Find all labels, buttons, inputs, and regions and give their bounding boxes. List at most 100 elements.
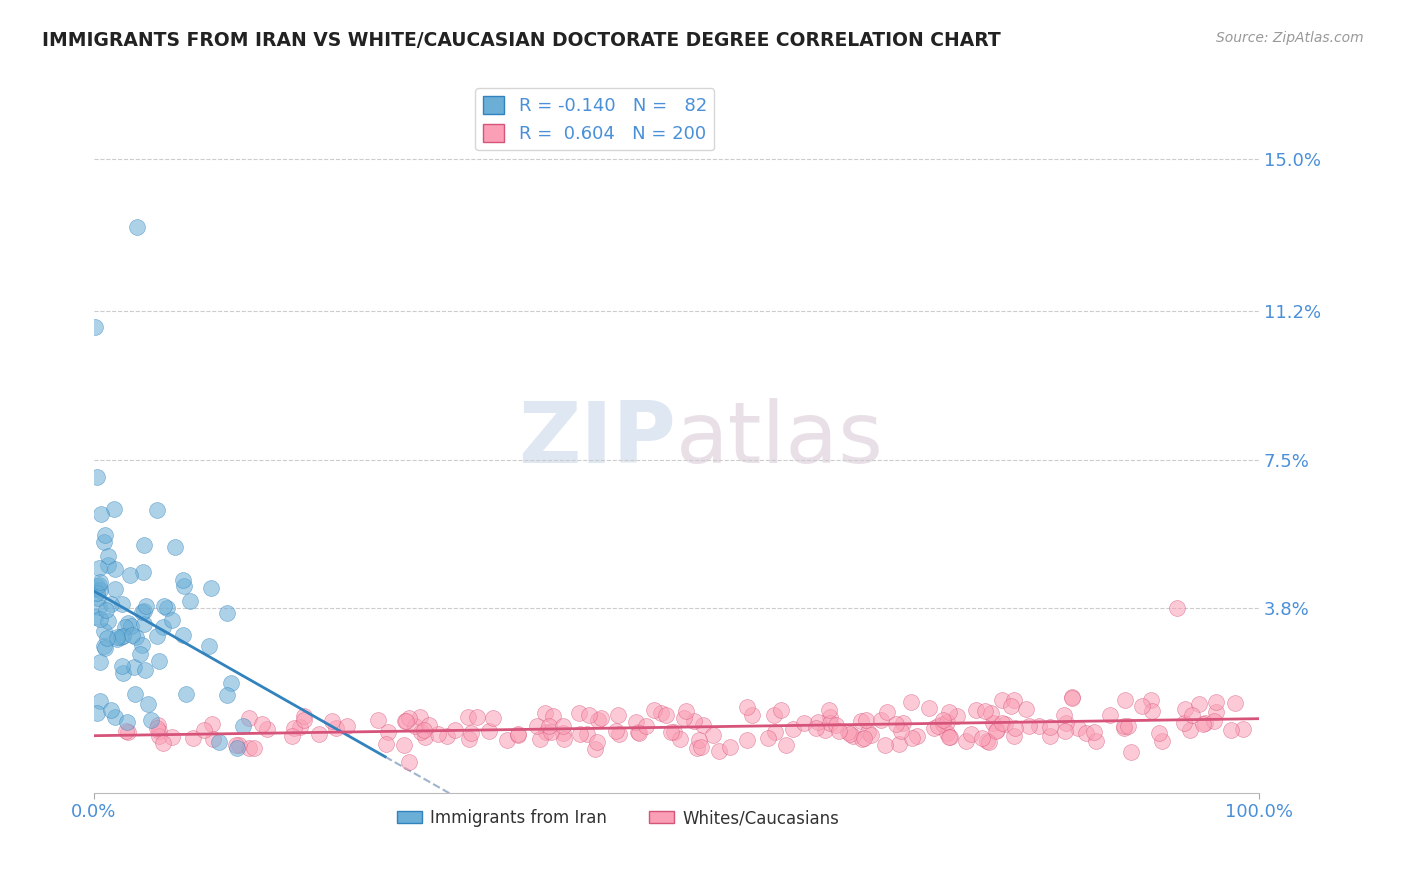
Point [200, 582, 222, 596]
Point [1018, 719, 1040, 733]
Point [148, 654, 170, 668]
Point [418, 718, 440, 732]
Point [936, 715, 959, 730]
Point [709, 744, 731, 758]
Point [782, 722, 804, 736]
Point [84, 610, 107, 624]
Point [94, 528, 117, 542]
Point [735, 733, 758, 747]
Point [1147, 725, 1170, 739]
Point [215, 688, 238, 702]
Point [1002, 729, 1025, 743]
Point [146, 717, 169, 731]
Point [1004, 721, 1026, 735]
Point [659, 725, 682, 739]
Point [628, 726, 651, 740]
Point [965, 703, 987, 717]
Point [991, 693, 1014, 707]
Point [945, 708, 967, 723]
Point [97, 549, 120, 563]
Point [181, 731, 204, 746]
Point [1039, 729, 1062, 743]
Point [553, 719, 575, 733]
Point [495, 733, 517, 747]
Point [160, 613, 183, 627]
Point [1205, 705, 1227, 719]
Point [148, 723, 170, 738]
Point [117, 616, 139, 631]
Point [650, 706, 672, 720]
Point [828, 723, 851, 738]
Point [974, 704, 997, 718]
Point [179, 593, 201, 607]
Point [225, 739, 247, 753]
Point [156, 601, 179, 615]
Point [605, 723, 627, 738]
Point [1188, 697, 1211, 711]
Point [132, 616, 155, 631]
Point [243, 741, 266, 756]
Text: Source: ZipAtlas.com: Source: ZipAtlas.com [1216, 31, 1364, 45]
Point [132, 604, 155, 618]
Point [100, 703, 122, 717]
Point [413, 723, 436, 737]
Point [849, 714, 872, 728]
Point [1085, 734, 1108, 748]
Point [146, 721, 169, 735]
Point [807, 715, 830, 730]
Point [174, 687, 197, 701]
Point [960, 727, 983, 741]
Point [136, 698, 159, 712]
Point [541, 709, 564, 723]
Point [111, 629, 134, 643]
Point [922, 721, 945, 735]
Point [146, 629, 169, 643]
Point [86, 706, 108, 720]
Point [662, 725, 685, 739]
Point [569, 727, 592, 741]
Point [198, 639, 221, 653]
Point [131, 566, 153, 580]
Point [1114, 722, 1136, 736]
Point [735, 699, 758, 714]
Point [394, 714, 416, 729]
Point [367, 714, 389, 728]
Point [980, 706, 1002, 720]
Point [1192, 717, 1215, 731]
Point [534, 706, 557, 720]
Point [655, 708, 678, 723]
Point [1202, 714, 1225, 728]
Point [86, 470, 108, 484]
Point [97, 614, 120, 628]
Point [86, 579, 108, 593]
Point [1060, 690, 1083, 705]
Point [873, 738, 896, 752]
Point [103, 502, 125, 516]
Point [669, 732, 692, 747]
Point [932, 717, 955, 731]
Point [308, 727, 330, 741]
Point [718, 740, 741, 755]
Point [336, 719, 359, 733]
Point [692, 718, 714, 732]
Point [89, 656, 111, 670]
Point [814, 723, 837, 737]
Point [152, 736, 174, 750]
Point [938, 731, 960, 745]
Point [984, 723, 1007, 738]
Point [193, 723, 215, 737]
Point [762, 708, 785, 723]
Point [281, 729, 304, 743]
Point [89, 612, 111, 626]
Point [589, 711, 612, 725]
Point [160, 730, 183, 744]
Point [606, 708, 628, 723]
Point [977, 735, 1000, 749]
Point [122, 659, 145, 673]
Point [94, 603, 117, 617]
Point [1139, 693, 1161, 707]
Point [540, 725, 562, 739]
Point [134, 664, 156, 678]
Point [457, 710, 479, 724]
Point [643, 703, 665, 717]
